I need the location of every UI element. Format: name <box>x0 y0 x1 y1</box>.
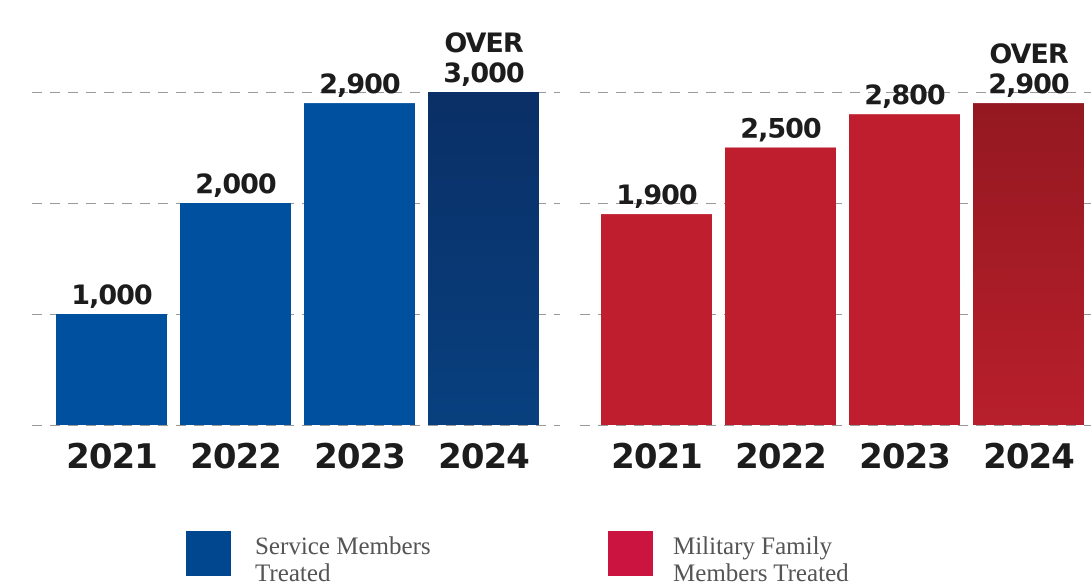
data-label-1-0-0: 1,900 <box>616 180 697 211</box>
data-label-0-3-0: OVER <box>444 28 524 59</box>
data-label-1-3-1: 2,900 <box>988 69 1069 100</box>
data-labels: 1,0002,0002,900OVER3,0001,9002,5002,800O… <box>71 28 1070 311</box>
data-label-1-2-0: 2,800 <box>864 80 945 111</box>
data-label-0-1-0: 2,000 <box>195 169 276 200</box>
bars <box>56 92 1084 425</box>
tick-label-0-2: 2023 <box>314 437 405 477</box>
bar-0-2022 <box>180 203 291 425</box>
legend-label-1-0: Military Family <box>673 533 833 560</box>
bar-1-2024 <box>973 103 1084 425</box>
data-label-1-1-0: 2,500 <box>740 114 821 145</box>
tick-label-1-1: 2022 <box>735 437 826 477</box>
legend-label-0-1: Treated <box>255 560 331 585</box>
legend-label-0-0: Service Members <box>255 533 431 560</box>
bar-0-2021 <box>56 314 167 425</box>
data-label-0-0-0: 1,000 <box>71 280 152 311</box>
data-label-0-3-1: 3,000 <box>443 58 524 89</box>
tick-label-1-0: 2021 <box>611 437 702 477</box>
legend-swatch-0 <box>186 531 231 576</box>
tick-label-0-0: 2021 <box>66 437 157 477</box>
bar-1-2023 <box>849 114 960 425</box>
tick-label-1-3: 2024 <box>983 437 1074 477</box>
data-label-1-3-0: OVER <box>989 39 1069 70</box>
bar-0-2024 <box>428 92 539 425</box>
tick-label-0-1: 2022 <box>190 437 281 477</box>
legend-label-1-1: Members Treated <box>673 560 849 585</box>
tick-label-0-3: 2024 <box>438 437 529 477</box>
bar-1-2021 <box>601 214 712 425</box>
legend-swatch-1 <box>608 531 653 576</box>
x-tick-labels: 2021 2022 2023 2024 2021 2022 2023 2024 <box>66 437 1075 477</box>
bar-1-2022 <box>725 147 836 425</box>
tick-label-1-2: 2023 <box>859 437 950 477</box>
bar-0-2023 <box>304 103 415 425</box>
data-label-0-2-0: 2,900 <box>319 69 400 100</box>
